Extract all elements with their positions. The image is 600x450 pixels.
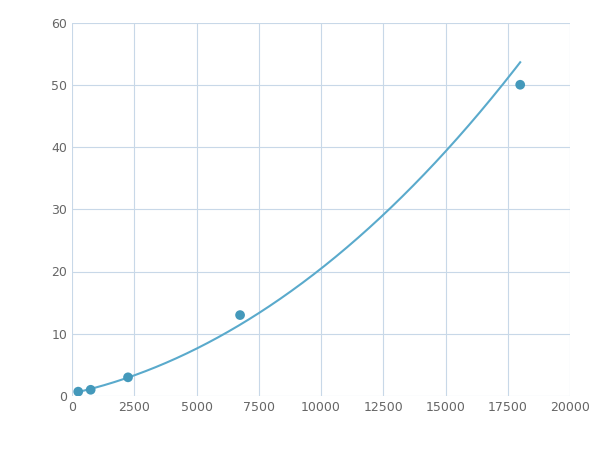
Point xyxy=(123,374,133,381)
Point xyxy=(86,386,95,393)
Point xyxy=(515,81,525,88)
Point xyxy=(235,311,245,319)
Point xyxy=(73,388,83,395)
